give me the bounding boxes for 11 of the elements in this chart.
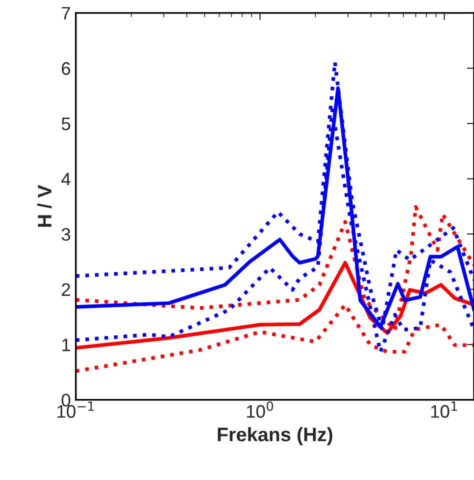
- y-axis-title: H / V: [37, 184, 52, 227]
- y-tick-label: 1: [62, 338, 70, 352]
- y-tick-label: 5: [62, 118, 70, 130]
- y-tick-label: 3: [62, 228, 70, 241]
- x-tick-label: 10$^{1}$: [431, 402, 457, 418]
- y-tick-label: 6: [62, 62, 70, 75]
- y-tick-label: 7: [62, 7, 70, 20]
- y-tick-label: 2: [62, 283, 70, 296]
- x-tick-label: 10$^{0}$: [246, 401, 274, 418]
- x-axis-title: Frekans (Hz): [218, 427, 332, 446]
- y-tick-label: 4: [61, 172, 70, 186]
